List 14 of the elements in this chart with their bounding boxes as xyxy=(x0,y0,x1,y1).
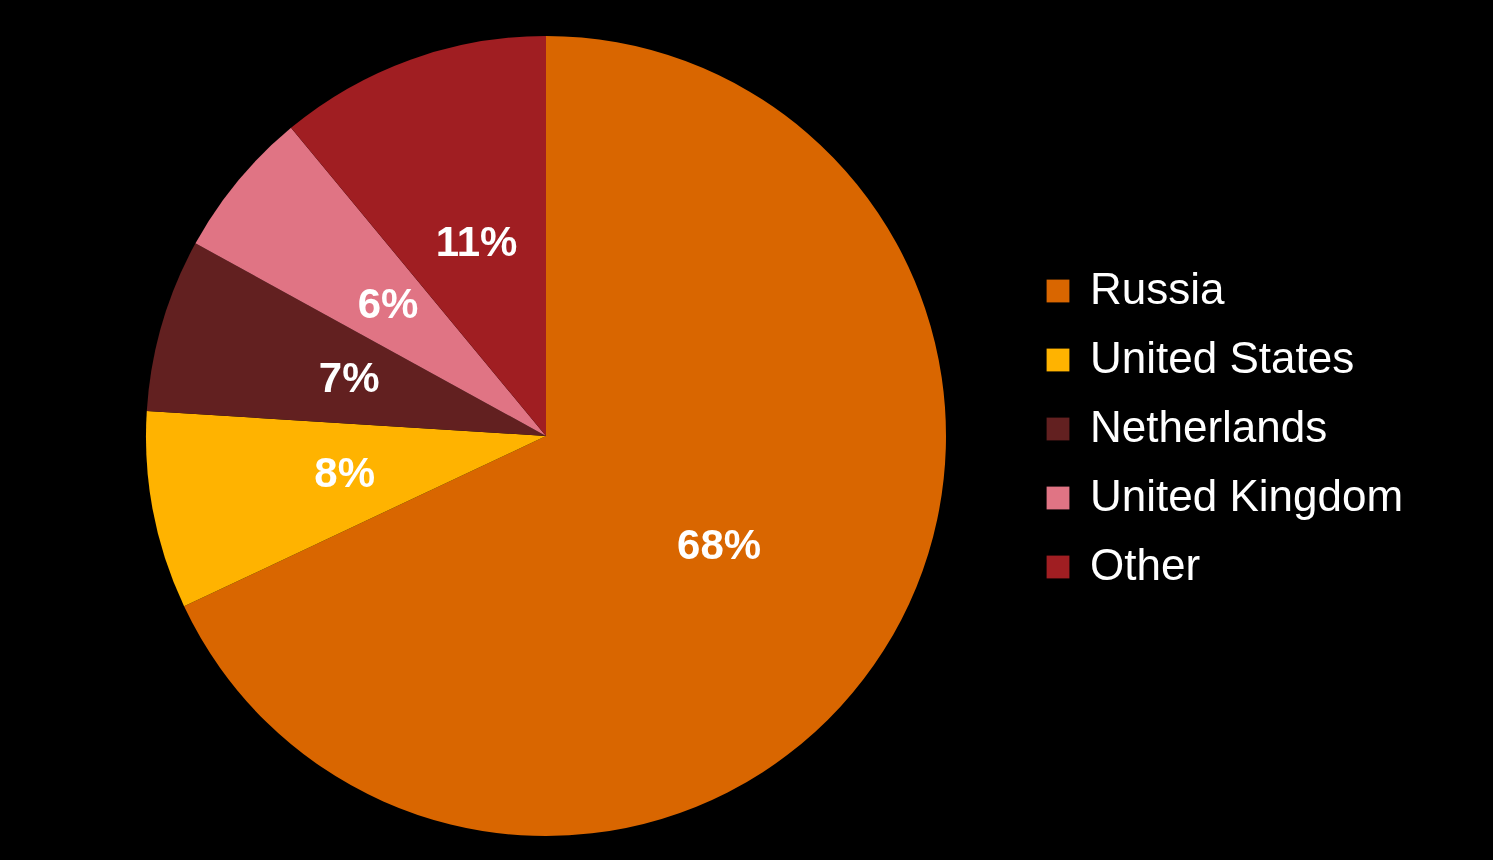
data-label: 6% xyxy=(357,280,419,328)
data-label: 68% xyxy=(677,520,762,568)
legend-label: United States xyxy=(1090,333,1355,382)
pie-slice xyxy=(184,36,946,836)
pie-slice xyxy=(146,410,546,607)
data-label: 8% xyxy=(314,449,375,497)
pie-slice xyxy=(291,36,546,436)
data-label: 11% xyxy=(435,218,518,266)
legend-label: Netherlands xyxy=(1090,402,1328,451)
legend-label: United Kingdom xyxy=(1090,471,1404,520)
pie-slice xyxy=(195,127,546,436)
legend-label: Other xyxy=(1090,540,1201,589)
legend-label: Russia xyxy=(1090,264,1226,313)
data-label: 7% xyxy=(318,353,380,401)
